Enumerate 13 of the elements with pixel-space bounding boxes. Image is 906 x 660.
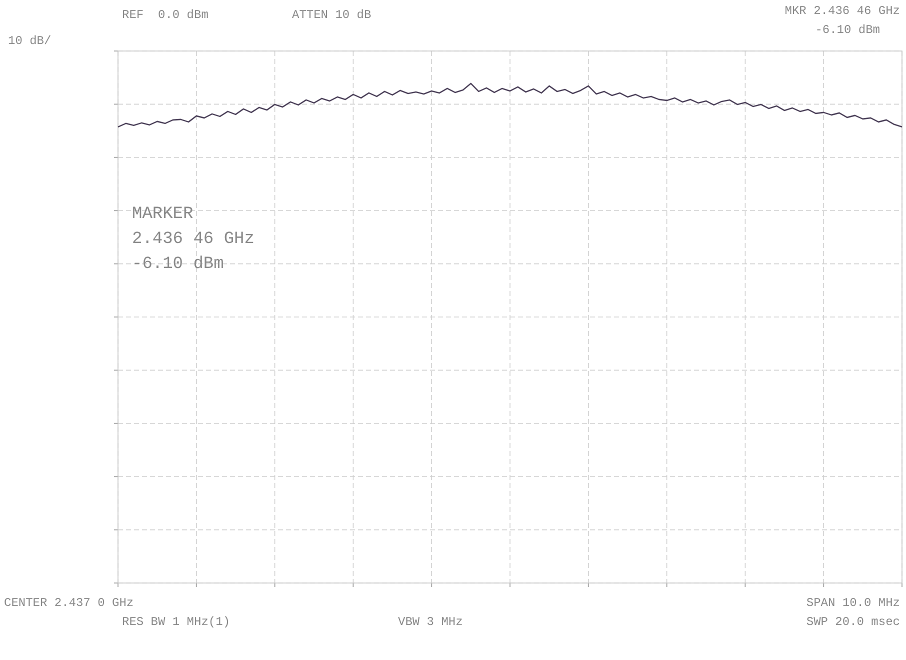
text: SPAN 10.0 MHz [806,596,900,610]
text: SWP 20.0 msec [806,615,900,629]
text: 10 dB/ [8,34,52,48]
annotation: -6.10 dBm [132,255,224,274]
text: -6.10 dBm [815,23,880,37]
annotation: MARKER [132,205,194,224]
text: MKR 2.436 46 GHz [784,4,900,18]
text: VBW 3 MHz [398,615,463,629]
text: CENTER 2.437 0 GHz [4,596,134,610]
text: REF 0.0 dBm [122,8,208,22]
text: RES BW 1 MHz(1) [122,615,230,629]
text: ATTEN 10 dB [292,8,372,22]
annotation: 2.436 46 GHz [132,230,254,249]
